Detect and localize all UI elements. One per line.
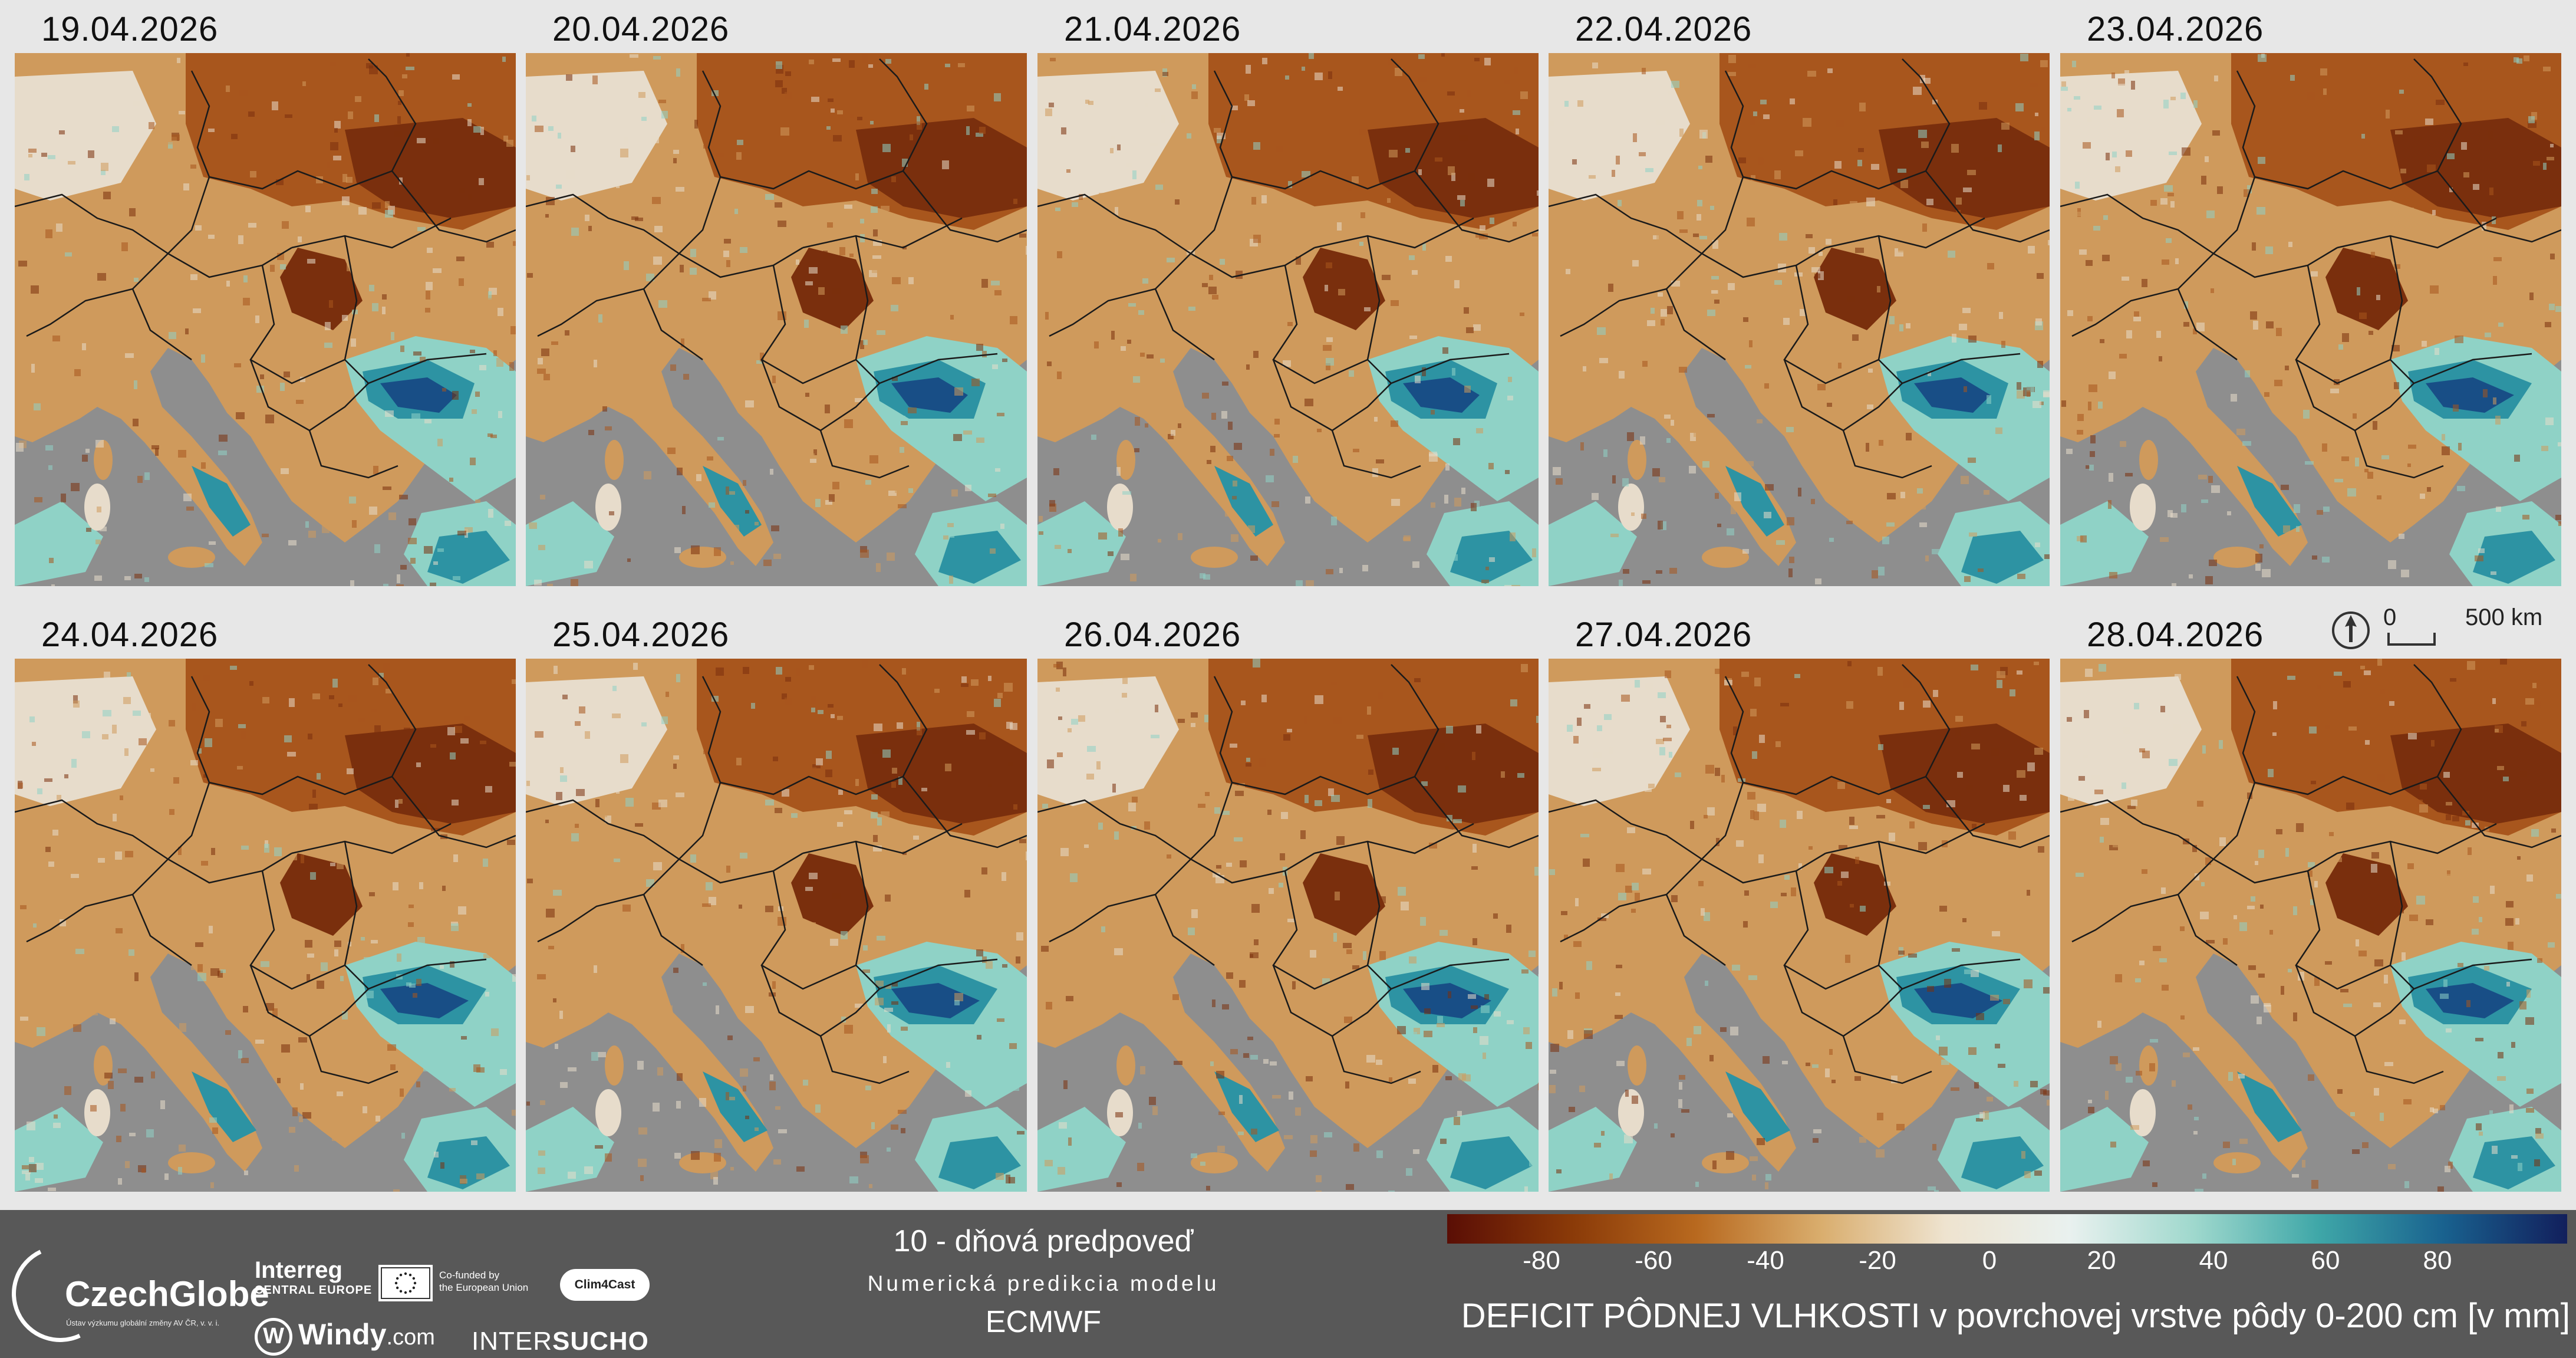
panel-date: 23.04.2026	[2087, 10, 2264, 48]
interreg-name: Interreg	[255, 1257, 342, 1283]
map-panel: 20.04.2026	[526, 5, 1027, 586]
map-panel: 23.04.2026	[2060, 5, 2561, 586]
windy-logo: W Windy.com	[255, 1317, 435, 1356]
scale-bar: 0 500 km	[2328, 604, 2576, 652]
map-panel: 24.04.2026	[15, 610, 516, 1192]
panel-date: 25.04.2026	[552, 616, 730, 654]
legend-tick-label: 20	[2087, 1246, 2116, 1275]
clim4cast-logo: Clim4Cast	[560, 1269, 650, 1301]
panel-date: 24.04.2026	[41, 616, 219, 654]
legend-tick-label: -20	[1859, 1246, 1896, 1275]
soil-moisture-map	[2060, 659, 2561, 1192]
scale-distance-label: 500 km	[2465, 604, 2543, 630]
eu-text-line-2: the European Union	[439, 1282, 529, 1293]
map-panel: 25.04.2026	[526, 610, 1027, 1192]
intersucho-part-2: SUCHO	[552, 1327, 649, 1356]
legend-tick-label: -40	[1747, 1246, 1784, 1275]
czechglobe-name: CzechGlobe	[65, 1274, 269, 1314]
forecast-subtitle: Numerická predikcia modelu	[867, 1271, 1220, 1295]
legend-tick-label: -60	[1635, 1246, 1672, 1275]
intersucho-logo: INTERSUCHO	[472, 1327, 649, 1356]
forecast-model: ECMWF	[985, 1305, 1102, 1339]
map-panel: 21.04.2026	[1037, 5, 1539, 586]
map-panel: 27.04.2026	[1549, 610, 2050, 1192]
legend-tick-label: -80	[1523, 1246, 1560, 1275]
legend-title: DEFICIT PÔDNEJ VLHKOSTI v povrchovej vrs…	[1461, 1297, 2570, 1335]
legend-color-bar	[1447, 1214, 2567, 1244]
soil-moisture-map	[1037, 659, 1539, 1192]
soil-moisture-map	[2060, 53, 2561, 586]
soil-moisture-map	[15, 53, 516, 586]
legend-tick-label: 80	[2423, 1246, 2452, 1275]
panel-date: 22.04.2026	[1575, 10, 1753, 48]
map-panel: 26.04.2026	[1037, 610, 1539, 1192]
soil-moisture-map	[1549, 659, 2050, 1192]
intersucho-part-1: INTER	[472, 1327, 552, 1356]
panel-date: 19.04.2026	[41, 10, 219, 48]
panel-date: 26.04.2026	[1064, 616, 1241, 654]
legend-tick-label: 0	[1982, 1246, 1997, 1275]
windy-w-icon: W	[255, 1317, 292, 1356]
legend-tick-label: 40	[2199, 1246, 2228, 1275]
interreg-logo: Interreg CENTRAL EUROPE	[255, 1257, 372, 1297]
czechglobe-subtitle: Ústav výzkumu globální změny AV ČR, v. v…	[66, 1318, 220, 1327]
map-panel: 28.04.2026	[2060, 610, 2561, 1192]
soil-moisture-map	[1037, 53, 1539, 586]
map-panel: 22.04.2026	[1549, 5, 2050, 586]
forecast-title: 10 - dňová predpoveď	[893, 1224, 1194, 1258]
soil-moisture-map	[526, 659, 1027, 1192]
interreg-subtitle: CENTRAL EUROPE	[255, 1284, 373, 1297]
soil-moisture-map	[15, 659, 516, 1192]
czechglobe-logo: CzechGlobe Ústav výzkumu globální změny …	[0, 1231, 269, 1356]
eu-flag-icon	[378, 1265, 433, 1301]
legend-tick-label: 60	[2311, 1246, 2340, 1275]
eu-cofunded-text: Co-funded by the European Union	[439, 1269, 528, 1294]
soil-moisture-map	[526, 53, 1027, 586]
north-arrow-icon	[2332, 611, 2370, 649]
soil-moisture-map	[1549, 53, 2050, 586]
eu-text-line-1: Co-funded by	[439, 1270, 500, 1281]
windy-name: Windy	[298, 1318, 387, 1351]
panel-date: 27.04.2026	[1575, 616, 1753, 654]
windy-com: .com	[386, 1325, 435, 1350]
panel-date: 20.04.2026	[552, 10, 730, 48]
panel-date: 21.04.2026	[1064, 10, 1241, 48]
legend-ticks: -80 -60 -40 -20 0 20 40 60 80	[1447, 1246, 2567, 1275]
scale-zero-label: 0	[2383, 604, 2397, 630]
panel-date: 28.04.2026	[2087, 616, 2264, 654]
map-panel: 19.04.2026	[15, 5, 516, 586]
